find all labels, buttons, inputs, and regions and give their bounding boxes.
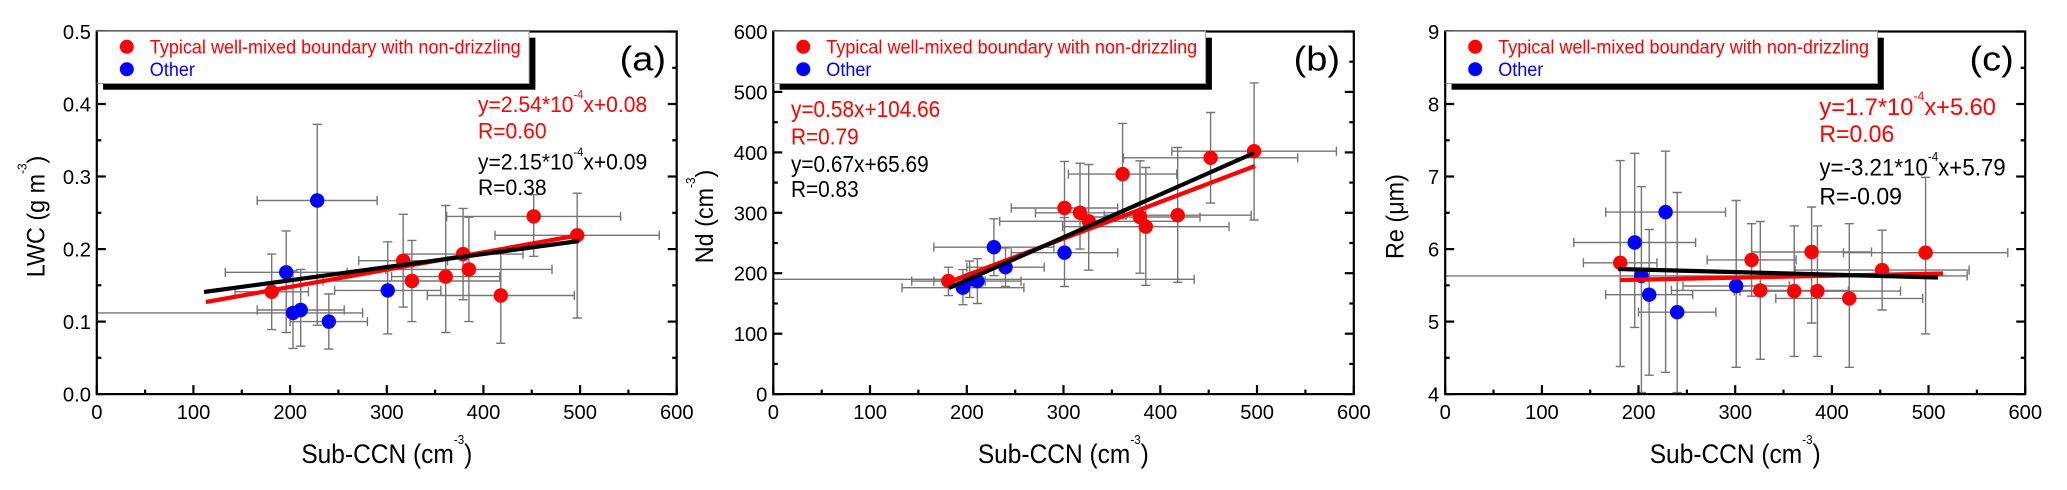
svg-text:x+5.79: x+5.79 [1938, 154, 2006, 181]
svg-text:400: 400 [1144, 402, 1178, 424]
svg-text:Nd (cm: Nd (cm [691, 188, 719, 263]
svg-text:300: 300 [1047, 402, 1081, 424]
svg-text:): ) [653, 39, 666, 78]
svg-text:500: 500 [734, 82, 768, 104]
svg-text:b: b [1306, 39, 1327, 78]
svg-text:-3: -3 [15, 163, 29, 174]
svg-text:): ) [1141, 440, 1149, 469]
svg-text:300: 300 [734, 203, 768, 225]
svg-text:0: 0 [768, 402, 779, 424]
svg-text:-4: -4 [574, 89, 584, 101]
svg-text:0.3: 0.3 [63, 167, 91, 189]
svg-text:R=-0.09: R=-0.09 [1819, 183, 1902, 211]
svg-text:-3: -3 [1802, 433, 1813, 448]
svg-text:0: 0 [1440, 402, 1451, 424]
svg-text:0: 0 [91, 402, 102, 424]
svg-text:R=0.60: R=0.60 [478, 118, 547, 144]
svg-text:600: 600 [1337, 402, 1371, 424]
svg-text:): ) [1813, 440, 1821, 469]
svg-text:400: 400 [1815, 402, 1849, 424]
svg-text:100: 100 [853, 402, 887, 424]
svg-text:R=0.06: R=0.06 [1819, 120, 1894, 148]
svg-text:8: 8 [1428, 94, 1439, 116]
svg-text:Re (μm): Re (μm) [1382, 174, 1410, 259]
svg-text:a: a [632, 39, 654, 78]
svg-text:): ) [2001, 39, 2014, 78]
svg-text:-3: -3 [1130, 433, 1141, 448]
svg-text:Sub-CCN (cm: Sub-CCN (cm [301, 440, 453, 469]
svg-text:-4: -4 [1913, 89, 1924, 103]
svg-text:100: 100 [177, 402, 211, 424]
svg-text:0.0: 0.0 [63, 384, 91, 406]
svg-text:y=2.15*10: y=2.15*10 [478, 149, 574, 175]
svg-text:x+0.08: x+0.08 [583, 91, 647, 117]
svg-text:Other: Other [150, 59, 195, 81]
svg-text:500: 500 [1240, 402, 1274, 424]
svg-text:Other: Other [826, 59, 871, 81]
svg-text:500: 500 [563, 402, 597, 424]
svg-text:400: 400 [734, 143, 768, 165]
svg-text:): ) [464, 440, 472, 469]
svg-text:300: 300 [370, 402, 404, 424]
svg-text:y=-3.21*10: y=-3.21*10 [1819, 154, 1927, 181]
svg-text:): ) [691, 170, 719, 178]
svg-text:100: 100 [1525, 402, 1559, 424]
svg-text:Typical well-mixed boundary wi: Typical well-mixed boundary with non-dri… [1498, 36, 1869, 58]
svg-text:9: 9 [1428, 22, 1439, 44]
svg-text:400: 400 [467, 402, 501, 424]
svg-text:200: 200 [273, 402, 307, 424]
svg-text:y=0.58x+104.66: y=0.58x+104.66 [791, 96, 940, 122]
svg-text:4: 4 [1428, 384, 1439, 406]
svg-text:y=1.7*10: y=1.7*10 [1819, 94, 1913, 121]
svg-text:Typical well-mixed boundary wi: Typical well-mixed boundary with non-dri… [150, 36, 521, 58]
svg-text:Other: Other [1498, 59, 1543, 81]
svg-text:600: 600 [734, 22, 768, 44]
svg-text:(: ( [1969, 39, 1982, 78]
svg-text:-3: -3 [454, 433, 465, 448]
svg-text:R=0.83: R=0.83 [791, 176, 859, 202]
svg-text:Sub-CCN (cm: Sub-CCN (cm [1650, 440, 1802, 469]
svg-text:-4: -4 [1928, 149, 1939, 164]
svg-text:x+5.60: x+5.60 [1924, 94, 1996, 121]
svg-text:200: 200 [950, 402, 984, 424]
svg-text:-3: -3 [684, 177, 698, 188]
svg-text:200: 200 [734, 264, 768, 286]
svg-text:200: 200 [1622, 402, 1656, 424]
svg-text:600: 600 [2008, 402, 2042, 424]
svg-text:R=0.38: R=0.38 [478, 174, 547, 200]
svg-text:LWC (g m: LWC (g m [23, 174, 51, 277]
svg-text:600: 600 [660, 402, 694, 424]
svg-text:0.4: 0.4 [63, 94, 91, 116]
svg-text:c: c [1982, 39, 2001, 78]
svg-text:6: 6 [1428, 239, 1439, 261]
svg-text:x+0.09: x+0.09 [583, 149, 647, 175]
svg-text:(: ( [1294, 39, 1307, 78]
svg-text:0: 0 [756, 384, 767, 406]
svg-text:7: 7 [1428, 167, 1439, 189]
svg-text:0.1: 0.1 [63, 312, 91, 334]
svg-text:(: ( [620, 39, 633, 78]
svg-text:0.5: 0.5 [63, 22, 91, 44]
svg-text:5: 5 [1428, 312, 1439, 334]
svg-text:y=0.67x+65.69: y=0.67x+65.69 [791, 151, 929, 177]
svg-text:): ) [23, 156, 51, 164]
svg-text:-4: -4 [574, 147, 584, 159]
svg-text:0.2: 0.2 [63, 239, 91, 261]
svg-text:Typical well-mixed boundary wi: Typical well-mixed boundary with non-dri… [826, 36, 1197, 58]
svg-text:100: 100 [734, 324, 768, 346]
svg-text:500: 500 [1912, 402, 1946, 424]
svg-text:R=0.79: R=0.79 [791, 124, 859, 150]
svg-text:y=2.54*10: y=2.54*10 [478, 91, 574, 117]
svg-text:Sub-CCN (cm: Sub-CCN (cm [978, 440, 1130, 469]
svg-text:): ) [1327, 39, 1340, 78]
svg-text:300: 300 [1718, 402, 1752, 424]
